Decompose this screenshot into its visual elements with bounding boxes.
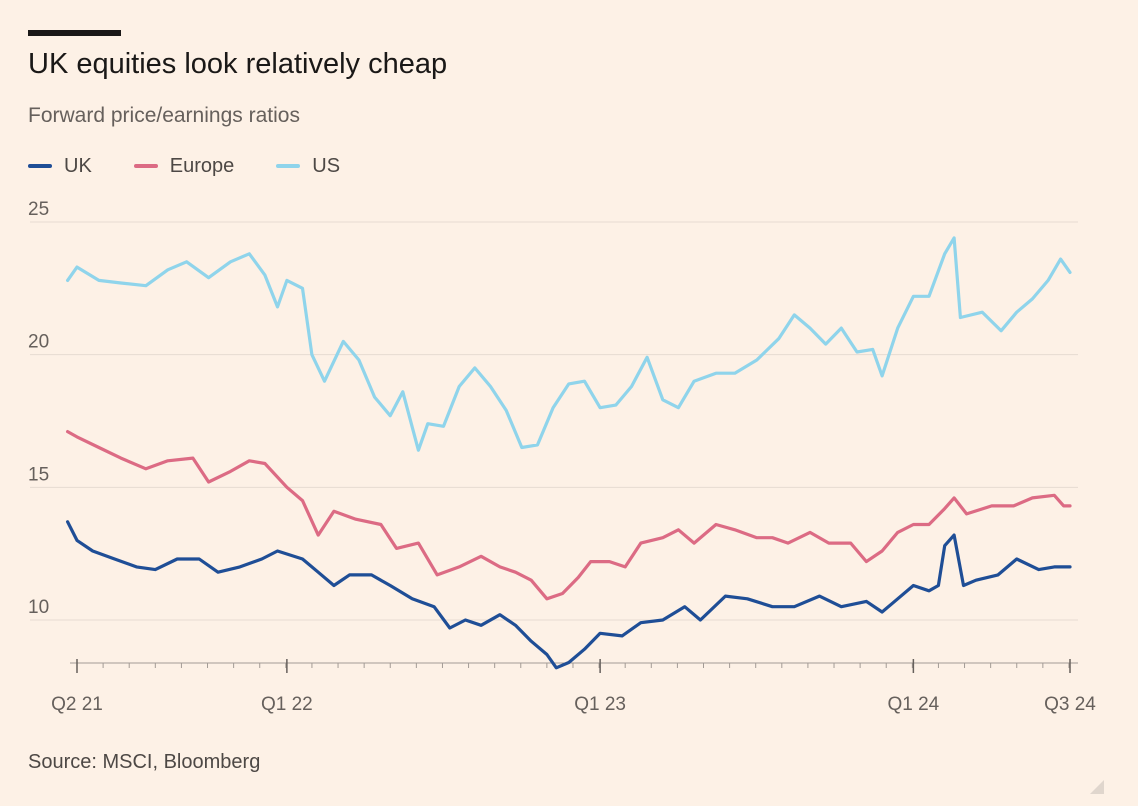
- x-tick-label-4: Q3 24: [1044, 694, 1096, 715]
- legend-swatch-us: [276, 164, 301, 168]
- legend-item-us: US: [276, 155, 340, 178]
- y-tick-label-25: 25: [28, 199, 49, 220]
- y-tick-label-20: 20: [28, 332, 49, 353]
- series-lines: [66, 236, 1072, 670]
- chart-title: UK equities look relatively cheap: [28, 48, 448, 80]
- legend-label-europe: Europe: [169, 154, 235, 177]
- series-line-uk: [66, 520, 1072, 670]
- legend-label-us: US: [312, 154, 341, 177]
- x-tick-label-3: Q1 24: [887, 694, 939, 715]
- legend-swatch-europe: [133, 164, 158, 168]
- legend-item-uk: UK: [28, 155, 92, 178]
- legend-item-europe: Europe: [133, 154, 235, 178]
- series-line-us: [66, 236, 1072, 452]
- y-axis-labels: 10 15 20 25: [28, 199, 49, 618]
- legend-swatch-uk: [28, 164, 52, 168]
- x-axis: Q2 21 Q1 22 Q1 23 Q1 24 Q3 24: [51, 659, 1096, 715]
- legend: UK Europe US: [28, 152, 382, 180]
- chart-subtitle: Forward price/earnings ratios: [28, 104, 300, 127]
- resize-corner-icon: [1090, 780, 1104, 794]
- x-tick-label-2: Q1 23: [574, 694, 626, 715]
- top-rule: [28, 30, 121, 36]
- legend-label-uk: UK: [64, 154, 92, 177]
- y-tick-label-10: 10: [28, 597, 49, 618]
- y-tick-label-15: 15: [28, 464, 49, 485]
- x-tick-label-0: Q2 21: [51, 694, 103, 715]
- source-note: Source: MSCI, Bloomberg: [28, 751, 261, 773]
- x-tick-label-1: Q1 22: [261, 694, 313, 715]
- series-line-europe: [66, 430, 1072, 601]
- grid-lines: [30, 221, 1078, 621]
